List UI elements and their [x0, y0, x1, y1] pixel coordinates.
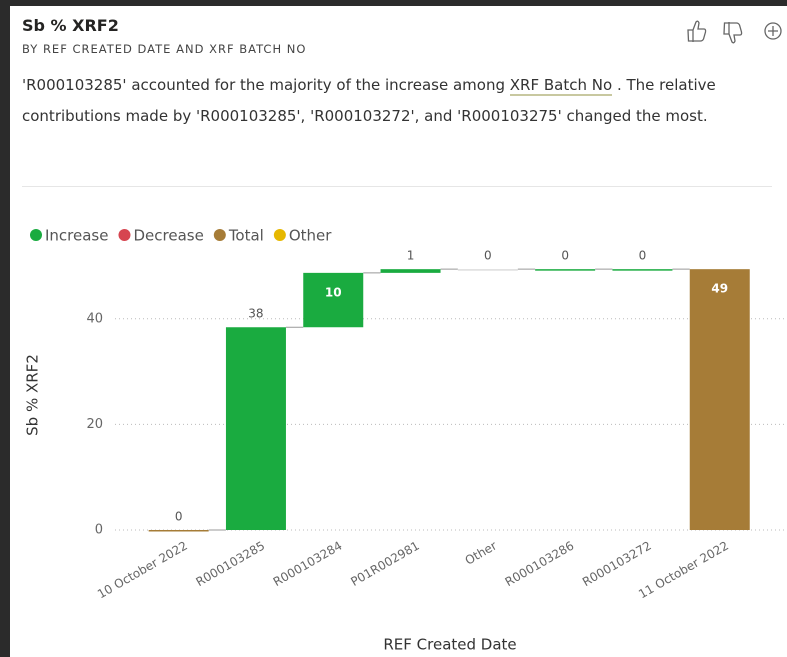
separator	[22, 186, 772, 187]
narrative-link[interactable]: XRF Batch No	[509, 76, 613, 96]
legend-label: Increase	[45, 227, 108, 245]
x-tick-label: 10 October 2022	[95, 539, 190, 602]
expand-icon[interactable]	[764, 22, 782, 40]
data-label: 0	[561, 249, 569, 263]
x-tick-label: R000103272	[580, 539, 654, 590]
legend-label: Other	[289, 227, 332, 245]
bar	[303, 272, 364, 328]
x-tick-label: R000103286	[503, 539, 577, 590]
narrative: 'R000103285' accounted for the majority …	[22, 70, 772, 132]
narrative-text: 'R000103285' accounted for the majority …	[22, 76, 510, 94]
data-label: 49	[711, 282, 728, 296]
bar	[457, 269, 518, 271]
like-icon[interactable]	[687, 20, 707, 42]
data-label: 1	[407, 249, 415, 263]
bar	[689, 269, 750, 530]
bar	[148, 530, 209, 532]
narrative-text: . The relative contributions made by 'R0…	[22, 76, 716, 125]
bar	[225, 327, 286, 530]
legend-marker	[30, 229, 42, 241]
data-label: 0	[175, 510, 183, 524]
data-label: 0	[639, 249, 647, 263]
visual-title: Sb % XRF2	[22, 16, 119, 35]
data-label: 38	[248, 307, 263, 321]
x-tick-label: P01R002981	[348, 539, 421, 589]
bar	[535, 269, 596, 271]
legend-marker	[213, 229, 226, 241]
legend-marker	[118, 229, 131, 241]
x-tick-label: R000103285	[193, 539, 267, 590]
y-tick-label: 0	[95, 523, 103, 538]
x-tick-label: Other	[463, 538, 500, 567]
bar	[612, 269, 673, 271]
x-axis-title: REF Created Date	[383, 636, 516, 654]
y-axis-title: Sb % XRF2	[24, 354, 42, 436]
data-label: 10	[325, 285, 342, 299]
data-label: 0	[484, 249, 492, 263]
dislike-icon[interactable]	[723, 22, 743, 44]
legend-label: Decrease	[133, 227, 203, 245]
x-tick-label: R000103284	[271, 539, 345, 590]
legend-label: Total	[228, 227, 264, 245]
bar	[380, 269, 441, 273]
y-tick-label: 40	[86, 311, 103, 326]
visual-subtitle: BY REF CREATED DATE AND XRF BATCH NO	[22, 42, 307, 56]
visual-panel: Sb % XRF2 BY REF CREATED DATE AND XRF BA…	[10, 6, 787, 657]
expand-icon-plus	[768, 26, 778, 36]
legend-marker	[273, 229, 286, 241]
y-tick-label: 20	[86, 417, 103, 432]
